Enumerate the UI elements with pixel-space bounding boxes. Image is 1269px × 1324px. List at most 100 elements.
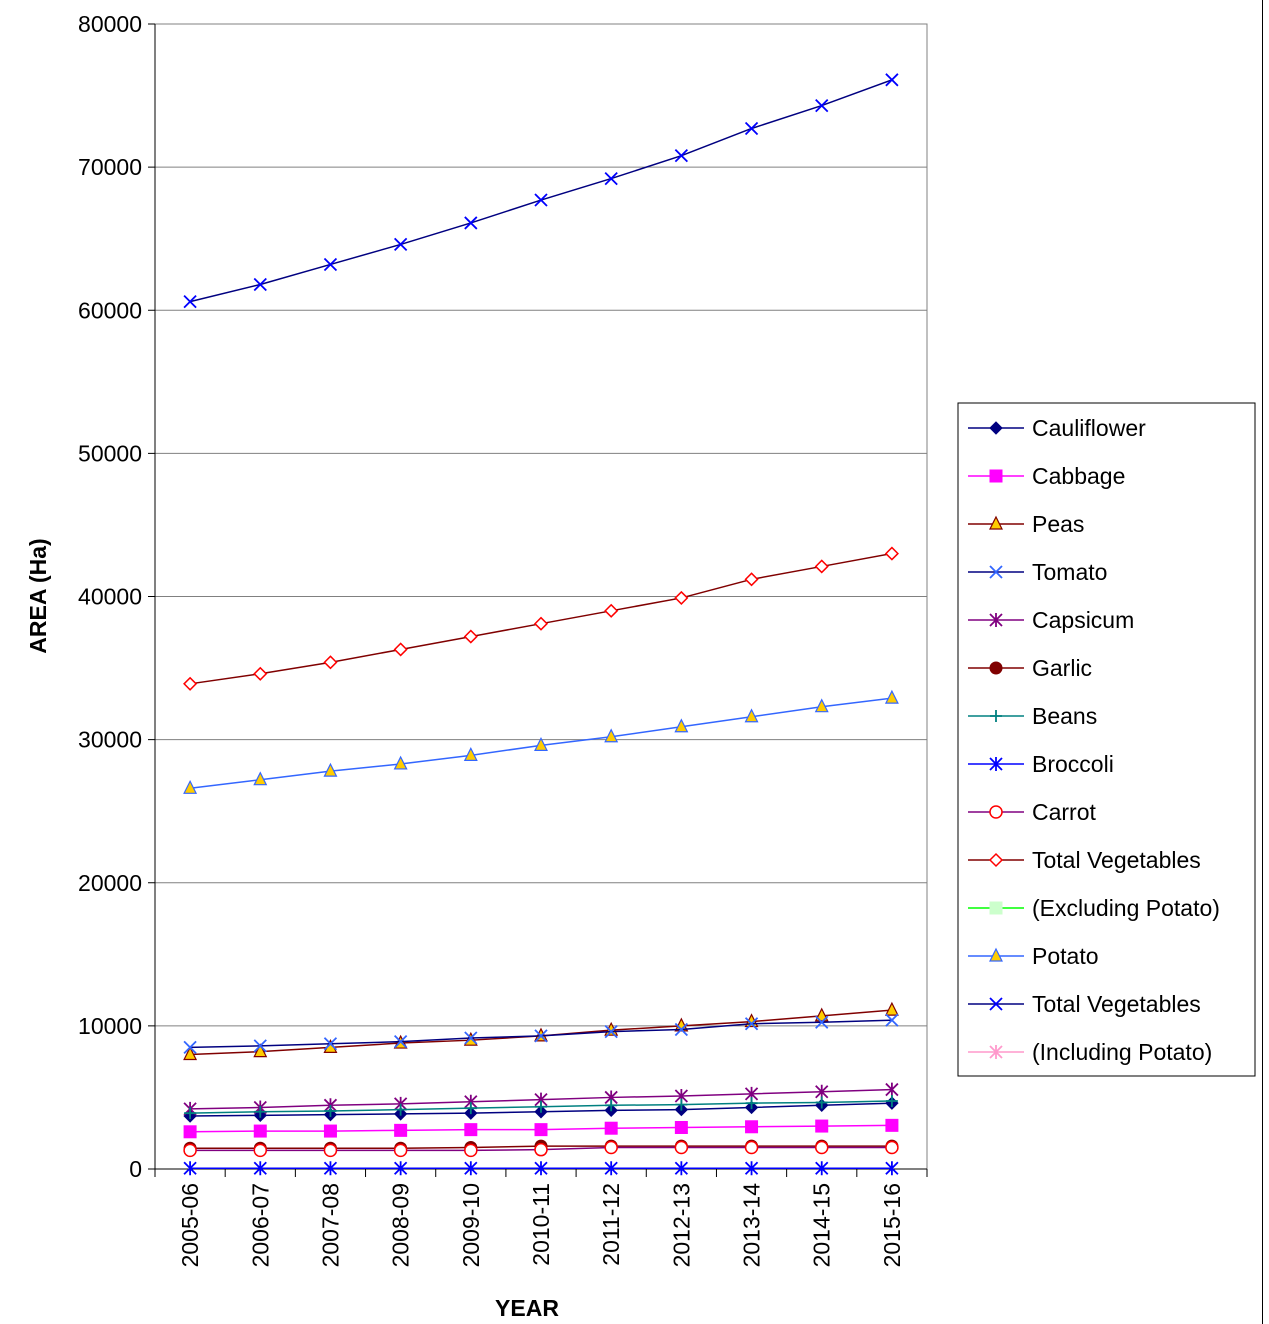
data-point	[253, 1161, 267, 1176]
legend-marker	[990, 710, 1002, 722]
legend-label: Tomato	[1032, 559, 1107, 585]
x-tick-label: 2015-16	[879, 1183, 905, 1267]
data-point	[744, 121, 759, 136]
data-point	[183, 1161, 197, 1176]
data-point	[884, 1001, 899, 1016]
data-point	[604, 1024, 618, 1039]
legend-label: Cabbage	[1032, 463, 1125, 489]
data-point	[394, 1103, 407, 1116]
series-12	[183, 689, 899, 794]
legend-label: Capsicum	[1032, 607, 1134, 633]
data-point	[534, 1123, 548, 1137]
data-point	[534, 1161, 548, 1176]
y-tick-label: 60000	[78, 297, 142, 323]
y-tick-label: 40000	[78, 584, 142, 610]
series-4	[183, 1013, 899, 1054]
legend-label: Peas	[1032, 511, 1084, 537]
data-point	[744, 1017, 759, 1031]
data-point	[323, 655, 338, 670]
data-point	[394, 1123, 408, 1137]
data-point	[393, 755, 408, 770]
data-point	[183, 1125, 197, 1139]
data-point	[463, 629, 478, 644]
legend-marker	[989, 469, 1003, 483]
y-tick-label: 80000	[78, 11, 142, 37]
gridlines	[155, 23, 927, 1027]
data-point	[253, 277, 267, 292]
data-point	[605, 1099, 618, 1112]
data-point	[885, 1013, 899, 1027]
legend-marker	[989, 947, 1003, 962]
right-edge-frame	[1262, 0, 1263, 1324]
data-point	[674, 718, 689, 733]
legend-label: Cauliflower	[1032, 415, 1146, 441]
data-point	[253, 666, 268, 681]
data-point	[183, 779, 198, 794]
legend-marker	[989, 997, 1003, 1011]
data-point	[744, 572, 759, 587]
data-point	[183, 1143, 197, 1158]
legend-item: Peas	[968, 511, 1084, 537]
legend-marker	[989, 565, 1003, 579]
data-point	[604, 1121, 618, 1135]
legend-item: (Excluding Potato)	[968, 895, 1220, 921]
data-point	[323, 1161, 338, 1176]
data-point	[604, 1161, 618, 1176]
legend-label: Garlic	[1032, 655, 1092, 681]
data-point	[464, 216, 478, 230]
data-point	[184, 1107, 197, 1120]
data-point	[744, 1161, 759, 1176]
x-tick-label: 2011-12	[598, 1183, 624, 1266]
data-point	[814, 698, 829, 713]
y-tick-label: 30000	[78, 727, 142, 753]
data-point	[464, 1123, 478, 1137]
data-point	[604, 728, 619, 743]
data-point	[253, 771, 268, 786]
data-point	[534, 1142, 548, 1157]
x-tick-label: 2008-09	[388, 1183, 414, 1267]
data-point	[183, 295, 197, 309]
data-point	[323, 762, 338, 777]
legend-item: Capsicum	[968, 607, 1134, 633]
data-point	[535, 1100, 547, 1113]
data-point	[885, 1118, 899, 1132]
data-point	[534, 193, 548, 207]
legend-item: Cabbage	[968, 463, 1125, 489]
data-point	[675, 1098, 688, 1111]
legend-item: Carrot	[968, 799, 1097, 825]
data-point	[885, 1140, 899, 1155]
legend-marker	[989, 421, 1003, 435]
x-tick-label: 2007-08	[317, 1183, 343, 1267]
data-point	[393, 237, 408, 252]
data-point	[393, 1161, 408, 1176]
data-point	[815, 1084, 829, 1099]
series-9	[183, 1140, 899, 1158]
legend-label: Carrot	[1032, 799, 1097, 825]
legend-item: Garlic	[968, 655, 1092, 681]
data-point	[393, 642, 408, 657]
data-point	[464, 1031, 478, 1045]
legend-label: (Including Potato)	[1032, 1039, 1212, 1065]
legend-marker	[989, 515, 1003, 530]
data-point	[674, 149, 689, 163]
y-axis: 0 10000 20000 30000 40000 50000 60000 70000 8000…	[78, 11, 156, 1182]
data-point	[885, 1161, 899, 1176]
data-point	[815, 1119, 829, 1133]
legend-item: Broccoli	[968, 751, 1114, 777]
x-tick-label: 2012-13	[668, 1183, 694, 1267]
legend-label: Total Vegetables	[1032, 991, 1201, 1017]
data-point	[253, 1039, 267, 1053]
data-point	[253, 1143, 268, 1158]
legend-marker	[989, 757, 1003, 771]
y-tick-label: 10000	[78, 1013, 142, 1039]
legend-box	[957, 402, 1256, 1077]
legend-label: (Excluding Potato)	[1032, 895, 1220, 921]
data-point	[323, 257, 338, 272]
data-point	[183, 1046, 198, 1061]
legend-item: Cauliflower	[968, 415, 1146, 441]
data-point	[604, 1140, 618, 1155]
data-point	[254, 1105, 267, 1118]
data-point	[463, 747, 478, 761]
y-tick-label: 0	[129, 1156, 142, 1182]
